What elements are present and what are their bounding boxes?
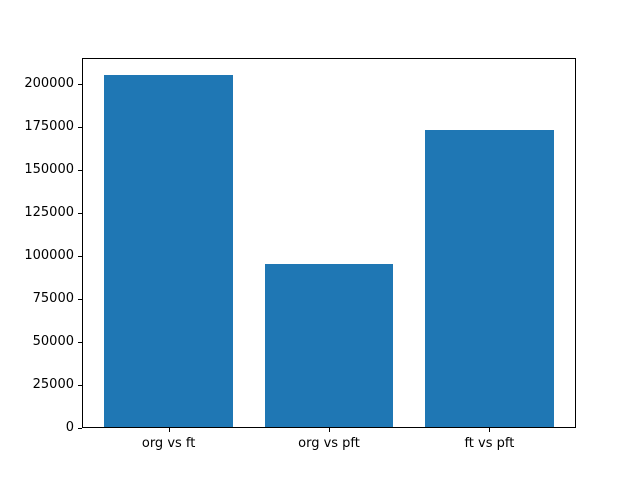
- bar-ft-vs-pft: [425, 129, 554, 427]
- x-tick-mark: [329, 428, 330, 432]
- y-tick-label: 200000: [24, 76, 74, 92]
- y-tick-mark: [78, 84, 82, 86]
- x-tick-label: org vs pft: [298, 436, 360, 451]
- y-tick-mark: [78, 342, 82, 344]
- x-tick-mark: [489, 428, 491, 432]
- y-tick-label: 0: [65, 420, 74, 435]
- y-tick-label: 100000: [24, 248, 74, 264]
- y-tick-mark: [78, 256, 82, 258]
- y-tick-mark: [78, 213, 82, 215]
- y-tick-mark: [78, 299, 82, 301]
- y-tick-mark: [78, 170, 82, 172]
- y-tick-mark: [78, 127, 82, 129]
- y-tick-label: 75000: [32, 291, 74, 307]
- x-tick-mark: [168, 428, 170, 432]
- bar-org-vs-pft: [264, 263, 394, 427]
- y-tick-label: 150000: [24, 162, 74, 178]
- y-tick-label: 25000: [32, 377, 74, 393]
- y-tick-mark: [78, 428, 82, 429]
- bar-org-vs-ft: [104, 74, 233, 427]
- y-tick-label: 175000: [24, 119, 74, 135]
- x-tick-label: org vs ft: [141, 436, 196, 451]
- y-tick-label: 50000: [32, 334, 74, 350]
- x-tick-label: ft vs pft: [464, 436, 515, 451]
- y-tick-mark: [78, 385, 82, 387]
- y-tick-label: 125000: [24, 205, 74, 221]
- plot-area: [82, 58, 576, 428]
